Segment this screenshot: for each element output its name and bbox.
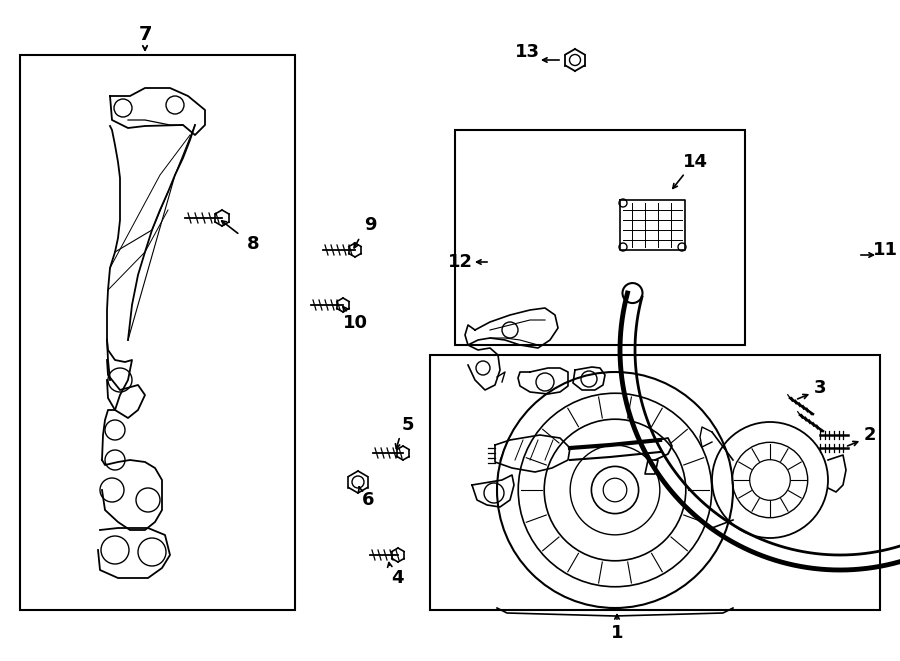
Bar [20, 55, 295, 610]
Text: 12: 12 [447, 253, 473, 271]
Text: 8: 8 [247, 235, 259, 253]
Text: 14: 14 [682, 153, 707, 171]
Bar [430, 355, 880, 610]
Text: 4: 4 [391, 569, 403, 587]
Text: 11: 11 [872, 241, 897, 259]
Text: 2: 2 [864, 426, 877, 444]
Text: 9: 9 [364, 216, 376, 234]
Text: 7: 7 [139, 26, 152, 44]
Text: 3: 3 [814, 379, 826, 397]
Text: 1: 1 [611, 624, 623, 642]
Text: 5: 5 [401, 416, 414, 434]
Text: 6: 6 [362, 491, 374, 509]
Text: 10: 10 [343, 314, 367, 332]
Bar [455, 130, 745, 345]
Text: 13: 13 [515, 43, 539, 61]
